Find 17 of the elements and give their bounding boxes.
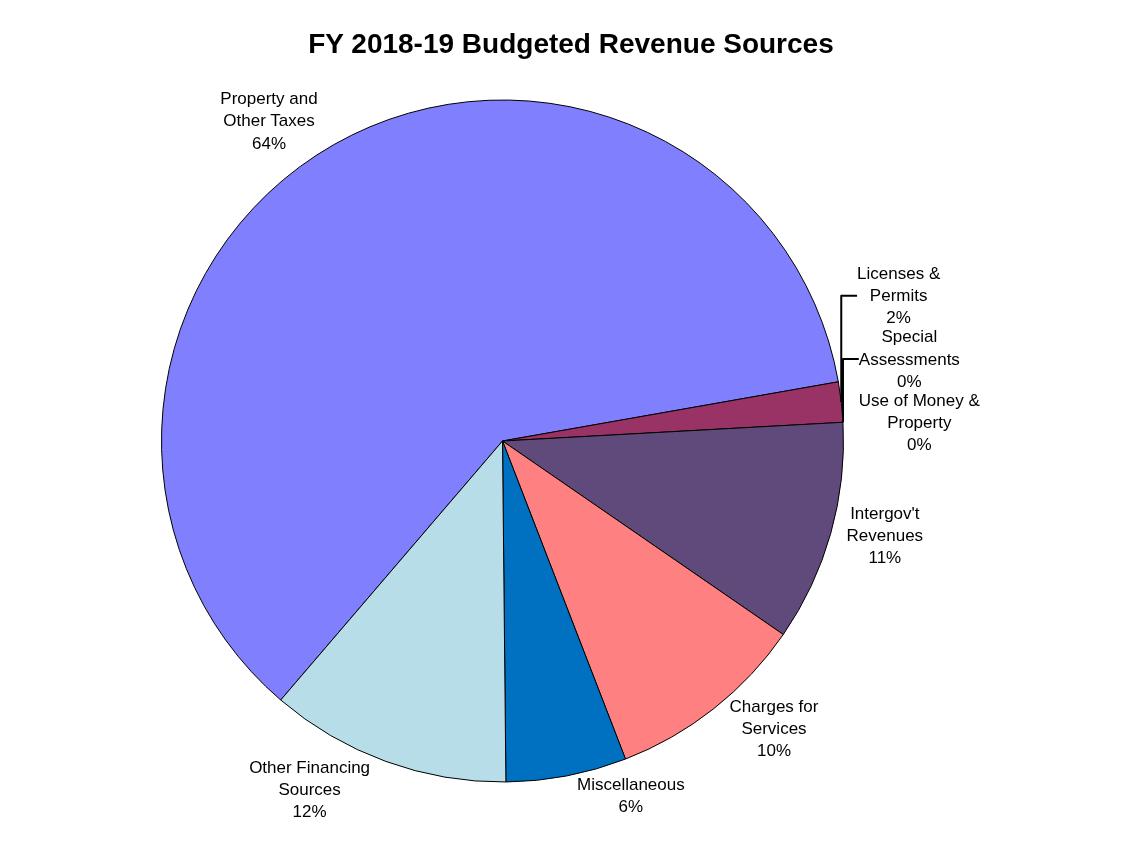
text: 0% [906,434,932,454]
slice-label: Licenses & Permits [857,264,941,306]
category-label: Use of Money & Property [858,390,980,432]
data-label: 11% [868,548,902,568]
chart-title: FY 2018-19 Budgeted Revenue Sources [308,28,834,60]
data-label: 6% [618,797,644,817]
text: 0% [897,371,922,391]
data-label: 12% [292,801,327,821]
data-label: 64% [251,133,287,153]
category-label: Special Assessments [858,327,960,369]
slice-label: Property and Other Taxes [220,89,318,131]
slice-label: Charges for Services [729,696,819,738]
data-label: 2% [886,308,911,328]
slice-label: Other Financing Sources [249,757,371,799]
slice-label: Intergov't Revenues [846,504,924,546]
data-label: 10% [756,740,792,760]
slice-label: Miscellaneous [577,775,685,795]
